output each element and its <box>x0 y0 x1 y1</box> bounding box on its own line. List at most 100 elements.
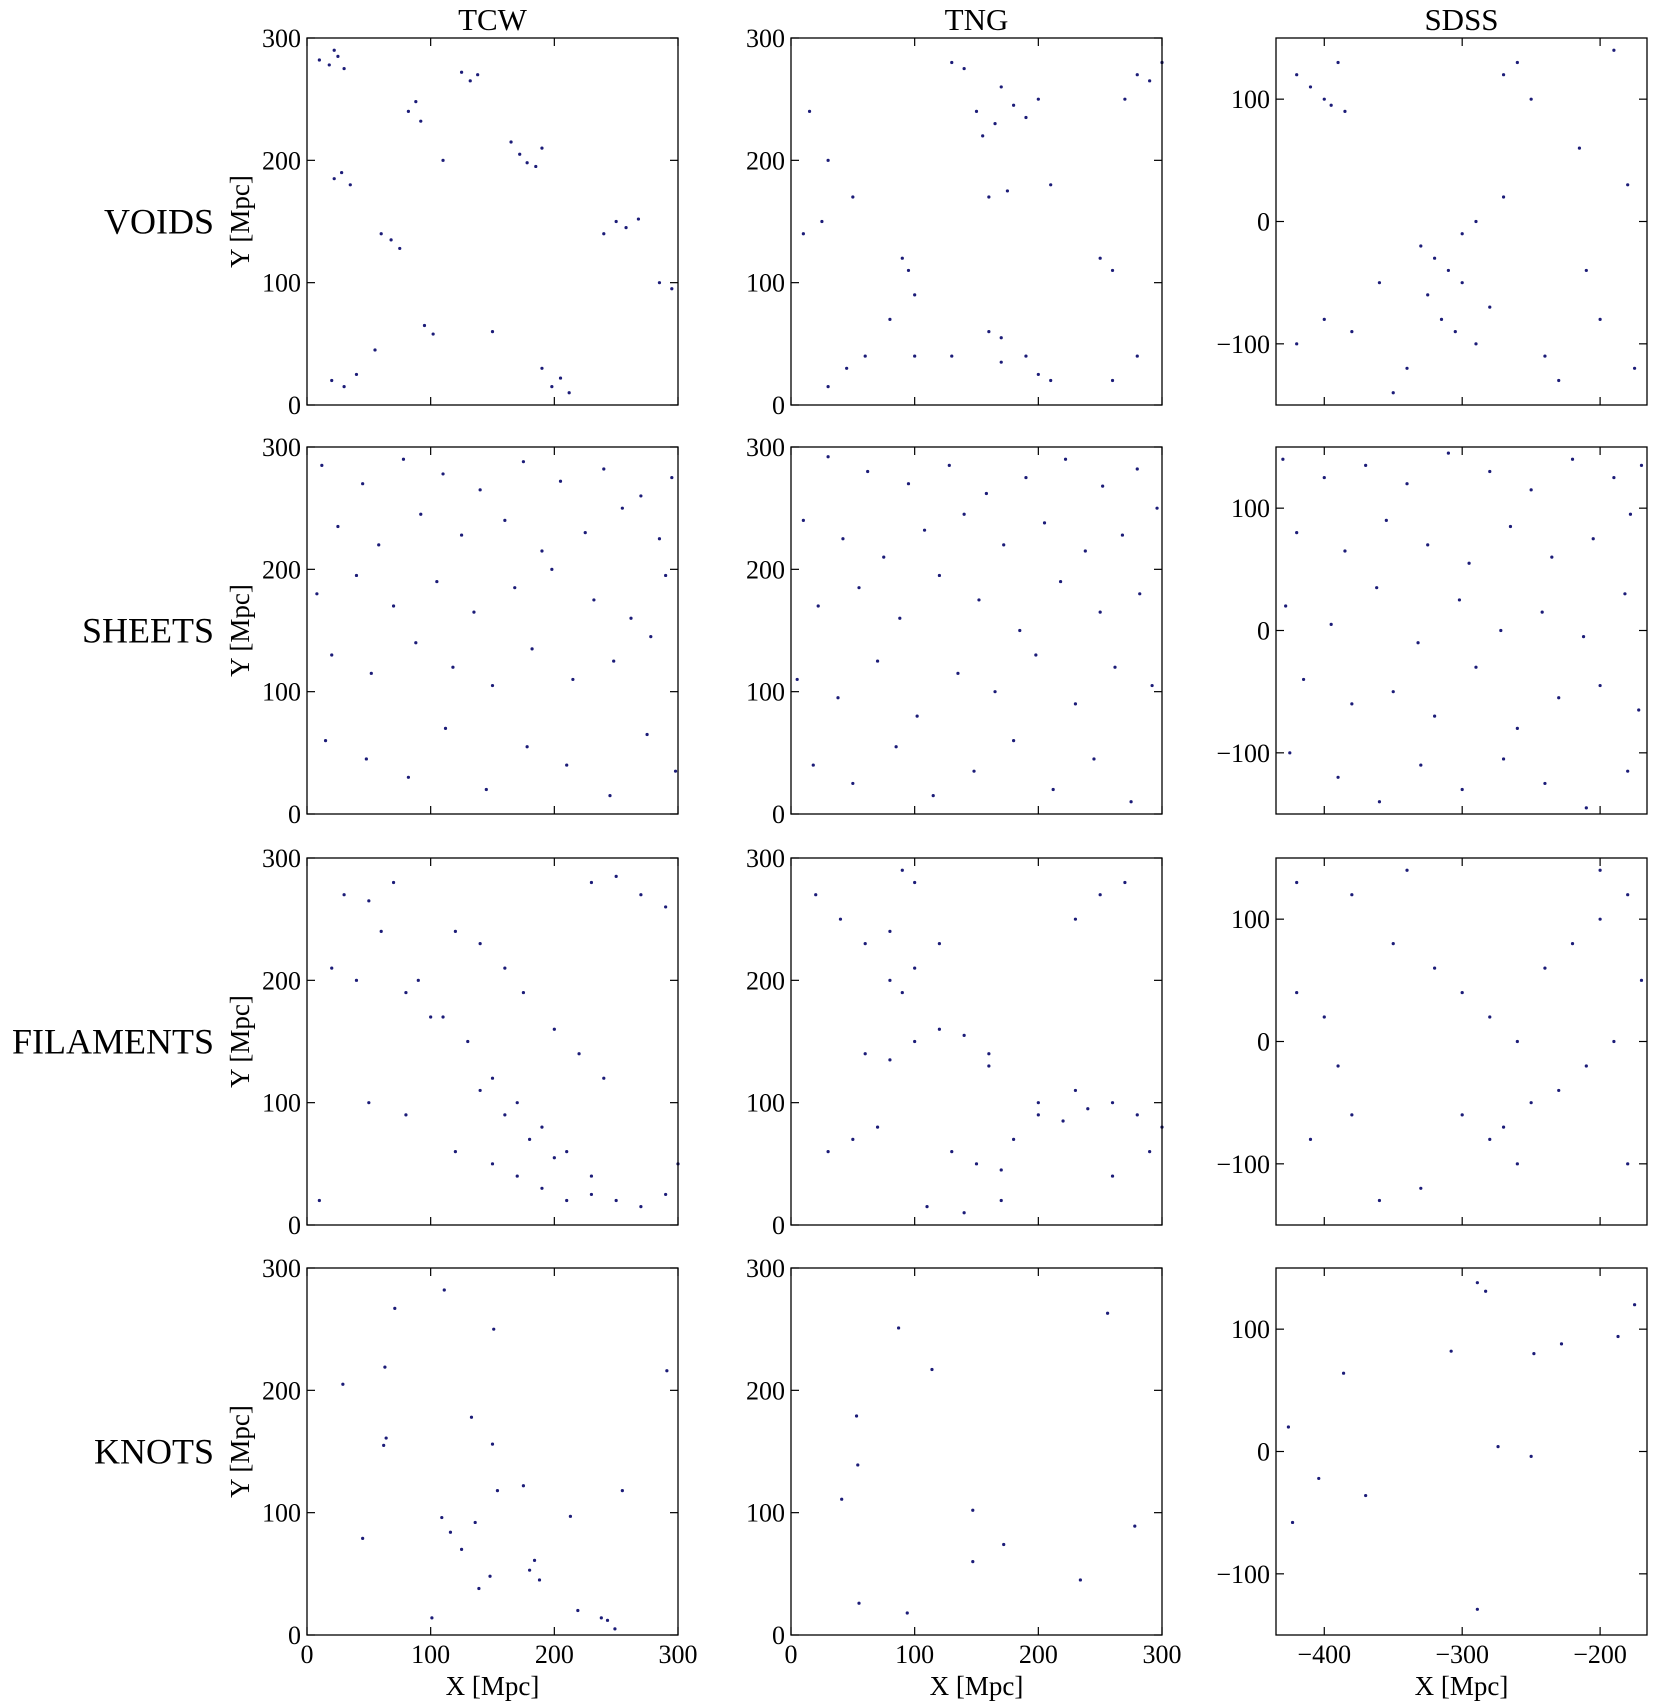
point <box>534 164 538 169</box>
point <box>1092 757 1096 761</box>
point <box>1543 354 1547 358</box>
point <box>406 109 411 113</box>
point <box>340 170 344 175</box>
point <box>568 1514 573 1518</box>
point <box>583 531 587 535</box>
point <box>521 460 526 464</box>
point <box>1377 1198 1382 1203</box>
point <box>602 232 606 236</box>
y-tick-label: 100 <box>746 269 785 298</box>
point <box>1467 561 1471 565</box>
point <box>1322 97 1326 101</box>
point <box>1049 183 1053 187</box>
point <box>1391 391 1395 395</box>
y-tick-label: 200 <box>746 966 785 995</box>
x-tick-label: 200 <box>1019 1640 1058 1669</box>
point <box>488 1574 492 1578</box>
point <box>620 506 624 510</box>
point <box>327 63 331 67</box>
x-axis-label: X [Mpc] <box>1415 1671 1509 1701</box>
point <box>984 491 988 496</box>
point <box>537 1578 542 1582</box>
point <box>863 354 867 358</box>
point <box>930 1367 934 1372</box>
point <box>1632 366 1637 370</box>
point <box>613 1627 617 1631</box>
point <box>840 1497 844 1501</box>
point <box>1341 1371 1346 1375</box>
y-tick-label: 300 <box>262 1254 301 1283</box>
point <box>1002 543 1006 547</box>
point <box>1284 604 1288 608</box>
point <box>332 48 336 52</box>
point <box>1484 1289 1488 1293</box>
point <box>1639 463 1644 467</box>
plot-frame <box>1275 857 1648 1226</box>
y-tick-label: −100 <box>1216 1150 1270 1179</box>
point <box>1364 463 1368 467</box>
point <box>478 942 482 946</box>
point <box>1135 1113 1139 1117</box>
point <box>1598 317 1602 321</box>
point <box>565 763 569 767</box>
point <box>950 354 954 358</box>
y-tick-label: −100 <box>1216 739 1270 768</box>
point <box>665 1369 669 1373</box>
point <box>857 1601 861 1605</box>
point <box>1364 1493 1368 1498</box>
point <box>1336 60 1340 65</box>
point <box>1426 293 1430 297</box>
point <box>1391 942 1395 946</box>
point <box>540 146 544 150</box>
point <box>900 990 904 995</box>
plot-frame <box>306 857 679 1226</box>
point <box>1543 966 1547 970</box>
point <box>1058 579 1063 584</box>
point <box>1515 1039 1519 1044</box>
y-tick-label: 0 <box>1257 617 1270 646</box>
y-tick-label: 100 <box>746 678 785 707</box>
point <box>1559 1342 1564 1346</box>
point <box>336 524 340 529</box>
point <box>503 518 507 523</box>
point <box>999 360 1003 364</box>
column-title: TCW <box>458 2 528 37</box>
point <box>435 579 439 584</box>
point <box>1024 354 1028 358</box>
point <box>364 757 368 761</box>
point <box>854 1414 859 1418</box>
point <box>1475 1607 1479 1611</box>
x-tick-label: 100 <box>895 1640 934 1669</box>
x-tick-label: −300 <box>1435 1640 1489 1669</box>
point <box>369 671 373 675</box>
point <box>476 73 480 77</box>
point <box>382 1443 386 1447</box>
point <box>1416 641 1420 645</box>
point <box>816 604 820 608</box>
point <box>1433 966 1437 970</box>
point <box>664 1192 668 1197</box>
plot-frame <box>1275 446 1648 815</box>
point <box>576 1608 580 1613</box>
point <box>1508 524 1513 529</box>
point <box>367 1101 371 1105</box>
point <box>913 293 917 297</box>
point <box>558 479 563 483</box>
point <box>1419 244 1423 248</box>
point <box>552 1156 556 1160</box>
y-tick-label: 300 <box>262 844 301 873</box>
point <box>525 161 529 165</box>
point <box>429 1015 433 1019</box>
point <box>571 677 575 682</box>
y-tick-label: 100 <box>262 1089 301 1118</box>
x-tick-label: 0 <box>785 1640 798 1669</box>
point <box>589 1192 594 1197</box>
point <box>341 1382 345 1386</box>
point <box>993 690 997 694</box>
point <box>469 1415 474 1419</box>
point <box>795 677 799 682</box>
point <box>478 488 482 492</box>
y-tick-label: 0 <box>772 1621 785 1650</box>
point <box>657 537 662 541</box>
point <box>1002 1542 1006 1547</box>
